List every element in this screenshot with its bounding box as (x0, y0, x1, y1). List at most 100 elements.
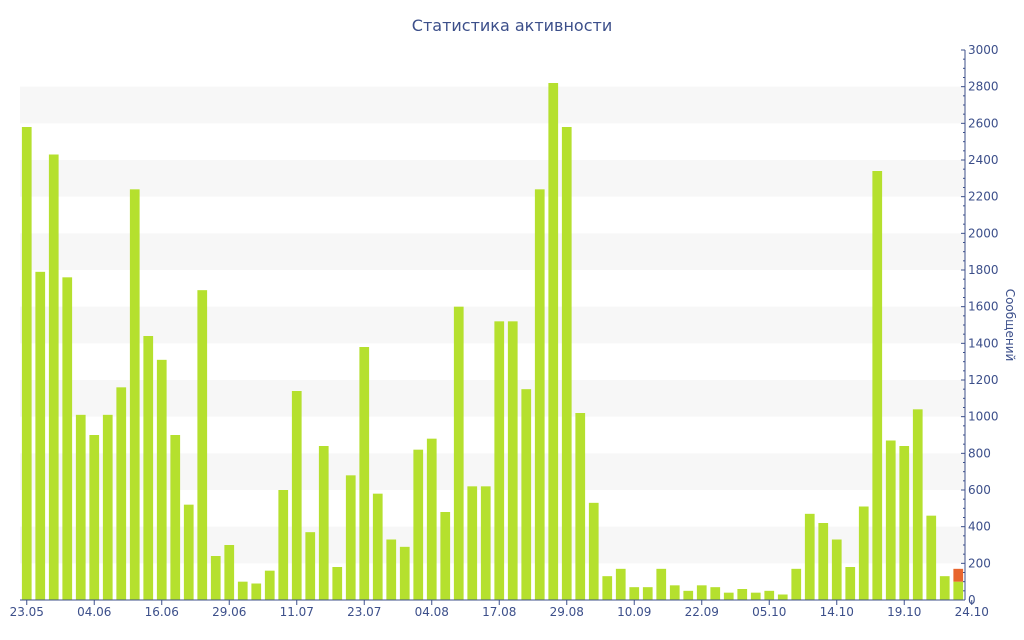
bar (750, 592, 761, 600)
bar (629, 587, 640, 600)
bar (764, 590, 775, 600)
y-tick-label: 200 (968, 556, 991, 570)
bar (872, 171, 883, 600)
bar (453, 306, 464, 600)
bar (75, 414, 86, 600)
y-tick-label: 2800 (968, 80, 999, 94)
bar (521, 389, 532, 600)
grid-band (20, 306, 965, 344)
bar (588, 502, 599, 600)
x-tick-label: 23.07 (347, 605, 381, 619)
bar (804, 513, 815, 600)
bar (386, 539, 397, 600)
bar (507, 321, 518, 600)
grid-band (20, 86, 965, 124)
x-tick-label: 29.08 (550, 605, 584, 619)
bar (89, 435, 100, 600)
bar (170, 435, 181, 600)
y-tick-label: 1800 (968, 263, 999, 277)
bar (48, 154, 59, 600)
bar (548, 83, 559, 600)
bar (129, 189, 140, 600)
y-tick-label: 1600 (968, 300, 999, 314)
bar (561, 127, 572, 600)
bar (899, 446, 910, 600)
bar (710, 587, 721, 600)
x-tick-label: 17.08 (482, 605, 516, 619)
bar (291, 391, 302, 600)
bar (791, 568, 802, 600)
grid-band (20, 380, 965, 417)
bar (818, 523, 829, 600)
bar (278, 490, 289, 600)
bar (939, 576, 950, 600)
x-tick-label: 23.05 (10, 605, 44, 619)
y-tick-label: 2000 (968, 226, 999, 240)
x-tick-label: 10.09 (617, 605, 651, 619)
bar (183, 504, 194, 600)
y-tick-label: 800 (968, 446, 991, 460)
bars (21, 83, 964, 600)
x-tick-label: 29.06 (212, 605, 246, 619)
y-tick-label: 1200 (968, 373, 999, 387)
bar (413, 449, 424, 600)
bar (575, 413, 586, 600)
y-tick-label: 0 (968, 593, 976, 607)
bar (831, 539, 842, 600)
bar (615, 568, 626, 600)
bar (197, 290, 208, 600)
y-tick-label: 1000 (968, 410, 999, 424)
bar (332, 567, 343, 600)
y-tick-label: 400 (968, 520, 991, 534)
bar (21, 127, 32, 600)
y-tick-label: 2600 (968, 116, 999, 130)
bar (251, 583, 262, 600)
x-axis: 23.05 04.06 16.06 29.06 11.07 23.07 04.08 17.08… (10, 599, 989, 619)
bar (480, 486, 491, 600)
bar (683, 590, 694, 600)
bar (372, 493, 383, 600)
bar (696, 585, 707, 600)
x-tick-label: 24.10 (955, 605, 989, 619)
y-tick-label: 600 (968, 483, 991, 497)
bar (62, 277, 73, 600)
bar (224, 545, 235, 600)
bar (494, 321, 505, 600)
bar (102, 414, 113, 600)
y-tick-label: 1400 (968, 336, 999, 350)
bar (399, 546, 410, 600)
bar (534, 189, 545, 600)
y-tick-label: 2200 (968, 190, 999, 204)
x-tick-label: 04.06 (77, 605, 111, 619)
x-tick-label: 05.10 (752, 605, 786, 619)
y-axis: 0 200 400 600 800 1000 1200 1400 1600 1800 2000 220… (961, 43, 999, 607)
x-tick-label: 19.10 (887, 605, 921, 619)
chart-title: Статистика активности (412, 16, 612, 35)
bar (669, 585, 680, 600)
bar (845, 567, 856, 600)
bar (426, 438, 437, 600)
y-axis-label: Сообщений (1003, 289, 1017, 362)
bar (143, 336, 154, 600)
bar (656, 568, 667, 600)
y-tick-label: 2400 (968, 153, 999, 167)
bar (440, 512, 451, 600)
bar (737, 589, 748, 600)
bar-highlight (953, 568, 964, 582)
x-tick-label: 11.07 (280, 605, 314, 619)
bar (885, 440, 896, 600)
x-tick-label: 14.10 (820, 605, 854, 619)
y-tick-label: 3000 (968, 43, 999, 57)
bar (264, 570, 275, 600)
bar (318, 446, 329, 600)
bar (359, 347, 370, 600)
bar (912, 409, 923, 600)
x-tick-label: 16.06 (145, 605, 179, 619)
grid-band (20, 233, 965, 270)
bar (777, 594, 788, 600)
x-tick-label: 04.08 (415, 605, 449, 619)
bar (237, 581, 248, 600)
bar (467, 486, 478, 600)
x-tick-label: 22.09 (685, 605, 719, 619)
